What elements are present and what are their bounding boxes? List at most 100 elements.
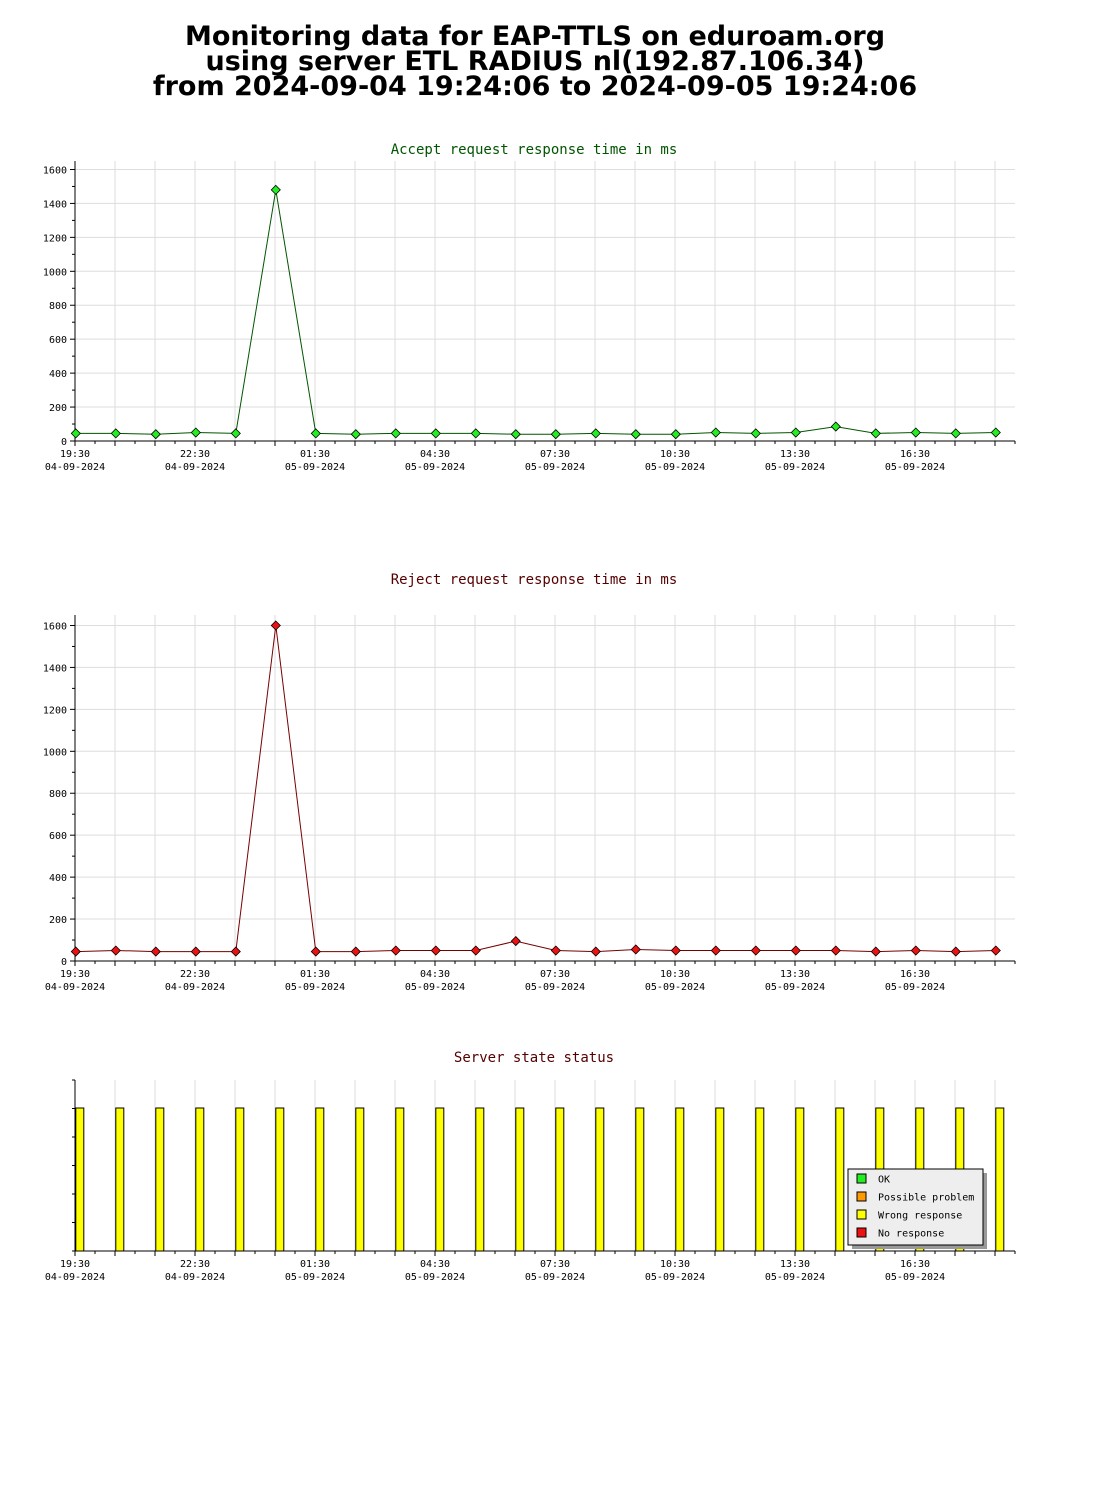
data-point <box>350 429 361 440</box>
data-point <box>870 428 881 439</box>
status-bar <box>315 1107 325 1252</box>
data-point <box>350 946 361 957</box>
data-point <box>950 428 961 439</box>
x-tick-time: 10:30 <box>660 969 690 980</box>
y-tick-label: 1000 <box>43 267 67 278</box>
x-tick-date: 04-09-2024 <box>45 1272 105 1283</box>
status-bar <box>995 1107 1005 1252</box>
x-tick-time: 22:30 <box>180 449 210 460</box>
y-tick-label: 600 <box>49 831 67 842</box>
x-tick-time: 04:30 <box>420 1259 450 1270</box>
x-tick-date: 04-09-2024 <box>165 462 225 473</box>
data-point <box>230 428 241 439</box>
data-point <box>670 945 681 956</box>
legend-swatch <box>856 1209 867 1220</box>
data-point <box>670 429 681 440</box>
data-point <box>310 946 321 957</box>
data-point <box>150 946 161 957</box>
x-tick-time: 07:30 <box>540 969 570 980</box>
y-tick-label: 400 <box>49 873 67 884</box>
data-point <box>270 620 281 631</box>
data-point <box>550 429 561 440</box>
x-tick-time: 16:30 <box>900 969 930 980</box>
server-status-chart: Server state status 19:30 04-09-2024 22:30 0… <box>45 1050 1016 1283</box>
status-bar <box>635 1107 645 1252</box>
y-tick-label: 200 <box>49 915 67 926</box>
data-point <box>750 945 761 956</box>
x-tick-time: 19:30 <box>60 1259 90 1270</box>
data-point <box>390 945 401 956</box>
y-tick-label: 0 <box>61 957 67 968</box>
x-tick-time: 07:30 <box>540 449 570 460</box>
x-tick-date: 05-09-2024 <box>645 462 705 473</box>
x-tick-time: 16:30 <box>900 1259 930 1270</box>
status-bar <box>75 1107 85 1252</box>
chart-title: Accept request response time in ms <box>391 142 678 158</box>
x-tick-time: 19:30 <box>60 449 90 460</box>
status-bar <box>595 1107 605 1252</box>
x-tick-time: 13:30 <box>780 449 810 460</box>
page-title: Monitoring data for EAP-TTLS on eduroam.… <box>0 23 1070 100</box>
data-point <box>790 427 801 438</box>
x-tick-date: 05-09-2024 <box>765 462 825 473</box>
x-tick-time: 04:30 <box>420 969 450 980</box>
data-point <box>590 946 601 957</box>
y-tick-label: 1600 <box>43 165 67 176</box>
data-point <box>550 945 561 956</box>
data-point <box>590 428 601 439</box>
y-tick-label: 400 <box>49 369 67 380</box>
data-point <box>230 946 241 957</box>
legend-swatch <box>856 1227 867 1238</box>
x-tick-date: 05-09-2024 <box>405 1272 465 1283</box>
data-point <box>150 429 161 440</box>
x-tick-date: 05-09-2024 <box>885 1272 945 1283</box>
data-point <box>510 429 521 440</box>
series-line <box>75 625 996 953</box>
data-point <box>70 946 81 957</box>
status-bar <box>555 1107 565 1252</box>
legend-swatch <box>856 1173 867 1184</box>
data-point <box>430 428 441 439</box>
reject-response-chart: Reject request response time in ms 0 200 40… <box>43 572 1016 993</box>
data-point <box>190 427 201 438</box>
x-tick-time: 13:30 <box>780 969 810 980</box>
x-tick-date: 04-09-2024 <box>45 462 105 473</box>
data-point <box>910 427 921 438</box>
data-point <box>390 428 401 439</box>
status-bar <box>835 1107 845 1252</box>
data-point <box>830 945 841 956</box>
x-tick-date: 05-09-2024 <box>285 982 345 993</box>
series-line <box>75 189 996 435</box>
x-tick-time: 19:30 <box>60 969 90 980</box>
x-tick-date: 05-09-2024 <box>525 982 585 993</box>
data-point <box>270 184 281 195</box>
y-tick-label: 1200 <box>43 705 67 716</box>
data-point <box>830 421 841 432</box>
y-tick-label: 600 <box>49 335 67 346</box>
data-point <box>470 428 481 439</box>
data-point <box>790 945 801 956</box>
x-tick-date: 05-09-2024 <box>285 462 345 473</box>
y-tick-label: 200 <box>49 403 67 414</box>
data-point <box>870 946 881 957</box>
data-point <box>430 945 441 956</box>
data-point <box>710 427 721 438</box>
status-bar <box>395 1107 405 1252</box>
x-tick-time: 04:30 <box>420 449 450 460</box>
data-point <box>70 428 81 439</box>
x-tick-time: 10:30 <box>660 1259 690 1270</box>
status-bar <box>795 1107 805 1252</box>
status-bar <box>515 1107 525 1252</box>
x-tick-date: 05-09-2024 <box>885 982 945 993</box>
data-point <box>630 944 641 955</box>
data-point <box>110 945 121 956</box>
x-tick-time: 01:30 <box>300 969 330 980</box>
status-bar <box>715 1107 725 1252</box>
x-tick-date: 05-09-2024 <box>885 462 945 473</box>
legend-box <box>847 1168 984 1246</box>
data-point <box>510 936 521 947</box>
data-point <box>470 945 481 956</box>
data-point <box>950 946 961 957</box>
y-tick-label: 0 <box>61 437 67 448</box>
x-tick-time: 22:30 <box>180 969 210 980</box>
